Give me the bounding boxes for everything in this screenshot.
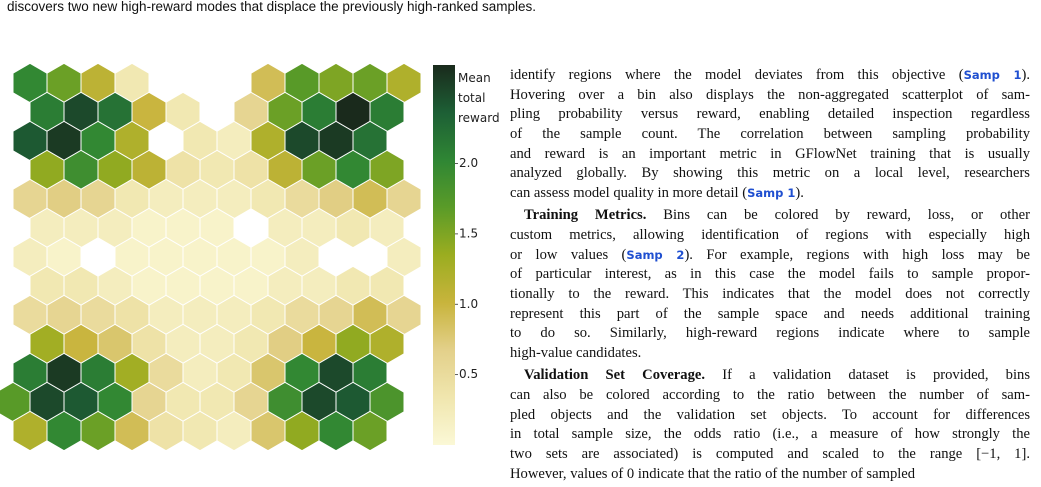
paragraph: Training Metrics. Bins can be colored by… bbox=[510, 206, 1030, 364]
text-run: represent this part of the sample space … bbox=[510, 305, 1030, 322]
text-run: high-value candidates. bbox=[510, 345, 642, 362]
paragraph: identify regions where the model deviate… bbox=[510, 66, 1030, 204]
hexbin-figure: 0.5 1.0 1.5 2.0 bbox=[0, 62, 478, 452]
colorbar-tick-label: 1.5 bbox=[459, 226, 478, 240]
text-run: analyzed globally. By showing this metri… bbox=[510, 165, 1030, 182]
text-line: can assess model quality in more detail … bbox=[510, 184, 1030, 204]
caption: discovers two new high-reward modes that… bbox=[7, 0, 537, 14]
text-line: tionally to the reward. This indicates t… bbox=[510, 285, 1030, 305]
paragraph-lead: Validation Set Coverage. bbox=[524, 367, 705, 384]
text-line: analyzed globally. By showing this metri… bbox=[510, 164, 1030, 184]
text-run: identify regions where the model deviate… bbox=[510, 67, 964, 83]
text-line: to do so. Similarly, high-reward regions… bbox=[510, 324, 1030, 344]
text-line: Training Metrics. Bins can be colored by… bbox=[510, 206, 1030, 226]
sample-ref: Samp 1 bbox=[963, 68, 1022, 82]
colorbar-tick-label: 0.5 bbox=[459, 367, 478, 381]
text-run: or low values ( bbox=[510, 246, 627, 263]
colorbar-tick-label: 2.0 bbox=[459, 156, 478, 170]
text-line: pling probability versus reward, enablin… bbox=[510, 105, 1030, 125]
text-run: pling probability versus reward, enablin… bbox=[510, 106, 1030, 123]
text-line: of the sample count. The correlation bet… bbox=[510, 125, 1030, 145]
text-run: pled objects and the validation set obje… bbox=[510, 406, 1030, 423]
text-line: of particular interest, as in this case … bbox=[510, 265, 1030, 285]
text-line: can also be colored according to the rat… bbox=[510, 386, 1030, 406]
text-line: However, values of 0 indicate that the r… bbox=[510, 465, 1030, 485]
text-line: pled objects and the validation set obje… bbox=[510, 406, 1030, 426]
text-run: to do so. Similarly, high-reward regions… bbox=[510, 325, 1030, 342]
body-text: identify regions where the model deviate… bbox=[510, 66, 1030, 487]
paragraph-lead: Training Metrics. bbox=[524, 207, 647, 224]
text-line: Hovering over a bin also displays the no… bbox=[510, 86, 1030, 106]
colorbar-tick-label: 1.0 bbox=[459, 297, 478, 311]
text-run: ). bbox=[795, 185, 804, 202]
colorbar-label: Mean total reward bbox=[458, 71, 500, 125]
sample-ref: Samp 1 bbox=[747, 186, 796, 201]
text-line: represent this part of the sample space … bbox=[510, 305, 1030, 325]
text-line: and reward is an important metric in GFl… bbox=[510, 145, 1030, 165]
text-run: Hovering over a bin also displays the no… bbox=[510, 86, 1030, 103]
paragraph: Validation Set Coverage. If a validation… bbox=[510, 366, 1030, 484]
text-run: ). For example, regions with high loss m… bbox=[684, 246, 1031, 263]
colorbar bbox=[433, 65, 455, 445]
text-line: in total sample size, the odds ratio (i.… bbox=[510, 425, 1030, 445]
text-run: two sets are associated) is computed and… bbox=[510, 446, 1030, 463]
text-run: of particular interest, as in this case … bbox=[510, 266, 1030, 283]
text-run: of the sample count. The correlation bet… bbox=[510, 126, 1030, 143]
text-line: or low values (Samp 2). For example, reg… bbox=[510, 246, 1030, 266]
text-run: Bins can be colored by reward, loss, or … bbox=[663, 207, 1030, 224]
text-line: high-value candidates. bbox=[510, 344, 1030, 364]
text-run: and reward is an important metric in GFl… bbox=[510, 145, 1030, 162]
text-run: If a validation dataset is provided, bin… bbox=[722, 367, 1031, 384]
text-line: Validation Set Coverage. If a validation… bbox=[510, 366, 1030, 386]
text-run: ). bbox=[1021, 67, 1031, 83]
text-line: custom metrics, allowing identification … bbox=[510, 226, 1030, 246]
text-run: can also be colored according to the rat… bbox=[510, 387, 1030, 403]
text-run: custom metrics, allowing identification … bbox=[510, 227, 1030, 243]
text-run: tionally to the reward. This indicates t… bbox=[510, 286, 1030, 303]
sample-ref: Samp 2 bbox=[626, 247, 685, 262]
text-run: can assess model quality in more detail … bbox=[510, 185, 748, 202]
text-run: in total sample size, the odds ratio (i.… bbox=[510, 426, 1030, 443]
text-line: two sets are associated) is computed and… bbox=[510, 445, 1030, 465]
hex-bin bbox=[352, 410, 388, 452]
text-line: identify regions where the model deviate… bbox=[510, 66, 1030, 86]
